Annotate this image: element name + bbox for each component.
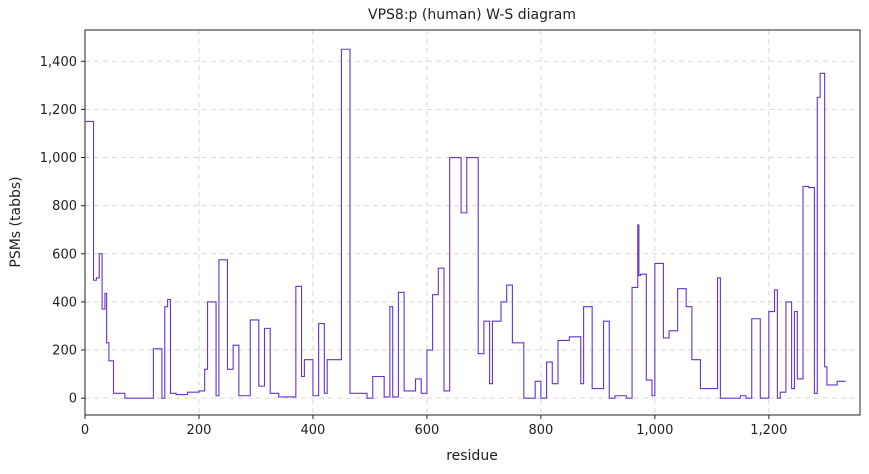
y-tick-label: 1,000 (40, 151, 77, 166)
x-tick-label: 1,000 (636, 423, 673, 438)
y-tick-label: 1,400 (40, 55, 77, 70)
x-tick-label: 800 (528, 423, 553, 438)
x-tick-label: 1,200 (750, 423, 787, 438)
x-tick-label: 600 (414, 423, 439, 438)
x-axis-label: residue (446, 448, 498, 464)
y-tick-label: 0 (69, 392, 77, 407)
y-tick-label: 800 (52, 199, 77, 214)
y-tick-label: 200 (52, 344, 77, 359)
data-line (85, 48, 846, 399)
y-tick-label: 600 (52, 247, 77, 262)
chart-title: VPS8:p (human) W-S diagram (368, 7, 576, 23)
x-tick-label: 0 (81, 423, 89, 438)
y-axis-label: PSMs (tabbs) (8, 176, 24, 267)
y-tick-label: 1,200 (40, 103, 77, 118)
x-tick-label: 400 (301, 423, 326, 438)
y-tick-label: 400 (52, 295, 77, 310)
plot-frame (84, 29, 861, 416)
x-tick-label: 200 (187, 423, 212, 438)
